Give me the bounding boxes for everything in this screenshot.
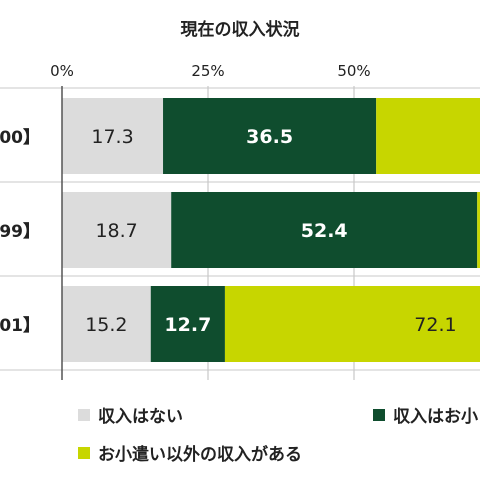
legend-label-allowance: 収入はお小 [393, 407, 478, 427]
data-label: 12.7 [164, 314, 211, 336]
data-label: 15.2 [85, 314, 127, 336]
x-tick-label: 0% [50, 62, 74, 80]
bar-segment [171, 192, 478, 268]
chart-title: 現在の収入状況 [181, 19, 300, 40]
bar-segment [376, 98, 480, 174]
category-label: 000】 [0, 127, 40, 148]
bar-segment [477, 192, 480, 268]
legend-label-other-income: お小遣い以外の収入がある [98, 445, 302, 465]
legend-label-no-income: 収入はない [98, 407, 183, 427]
data-label: 18.7 [95, 220, 137, 242]
legend-swatch-allowance [373, 408, 385, 421]
legend-swatch-no-income [78, 408, 90, 421]
data-label: 72.1 [414, 314, 456, 336]
x-tick-label: 25% [191, 62, 224, 80]
bar-segment [163, 98, 377, 174]
data-label: 52.4 [301, 220, 348, 242]
legend-item-no-income: 収入はない [78, 402, 183, 427]
x-tick-label: 50% [337, 62, 370, 80]
bar-segment [62, 98, 164, 174]
data-label: 17.3 [91, 126, 133, 148]
bar-segment [62, 192, 172, 268]
bar-segment [224, 286, 480, 362]
legend-item-allowance: 収入はお小 [373, 402, 478, 427]
data-label: 36.5 [246, 126, 293, 148]
bar-segment [150, 286, 225, 362]
category-label: 401】 [0, 315, 40, 336]
legend-item-other-income: お小遣い以外の収入がある [78, 440, 302, 465]
category-label: 599】 [0, 221, 40, 242]
bar-segment [62, 286, 151, 362]
legend-swatch-other-income [78, 446, 90, 459]
